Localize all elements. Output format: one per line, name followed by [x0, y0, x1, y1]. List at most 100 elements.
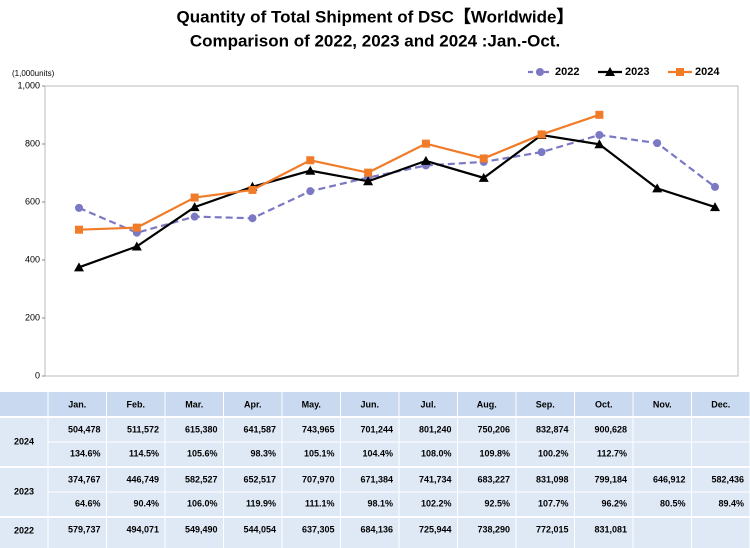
table-value: 683,227: [477, 474, 510, 484]
point: [305, 165, 316, 175]
series-line: [78, 133, 716, 269]
point: [75, 203, 83, 212]
table-yoy: 80.5%: [660, 498, 686, 508]
table-value: 446,749: [126, 474, 159, 484]
table-value: 801,240: [419, 424, 452, 434]
column-header: Apr.: [244, 399, 262, 409]
column-header: Jul.: [420, 399, 436, 409]
table-yoy: 98.3%: [250, 448, 276, 458]
table-value: 707,970: [302, 474, 335, 484]
table-value: 511,572: [127, 424, 159, 434]
point: [653, 139, 662, 148]
point: [248, 214, 257, 223]
table-value: 637,305: [302, 524, 335, 534]
plot-area: [44, 85, 739, 377]
table-yoy: 102.2%: [421, 498, 452, 508]
table-value: 831,098: [536, 474, 569, 484]
y-tick-label: 0: [35, 370, 40, 380]
table-yoy: 92.5%: [484, 498, 510, 508]
point: [711, 182, 719, 191]
point: [189, 202, 200, 212]
legend-marker: [536, 68, 544, 76]
table-value: 641,587: [243, 424, 276, 434]
column-header: Nov.: [653, 399, 672, 409]
point: [594, 139, 605, 149]
table-header: [0, 392, 750, 418]
chart-title: Quantity of Total Shipment of DSC【Worldw…: [177, 6, 574, 26]
table-value: 646,912: [653, 474, 686, 484]
point: [131, 241, 142, 251]
point: [652, 183, 663, 193]
table-value: 799,184: [594, 474, 627, 484]
table-yoy: 104.4%: [362, 448, 393, 458]
table-yoy: 90.4%: [133, 498, 159, 508]
table-value: 743,965: [302, 424, 335, 434]
row-header: 2022: [14, 525, 34, 535]
y-tick-label: 600: [25, 196, 40, 206]
table-yoy: 89.4%: [718, 498, 744, 508]
table-value: 549,490: [185, 524, 218, 534]
table-yoy: 112.7%: [597, 448, 627, 458]
table-value: 544,054: [243, 524, 276, 534]
table-yoy: 98.1%: [367, 498, 393, 508]
column-header: Aug.: [477, 399, 497, 409]
point: [190, 193, 199, 202]
y-unit: (1,000units): [12, 69, 55, 78]
table-value: 582,436: [711, 474, 744, 484]
table-yoy: 96.2%: [601, 498, 627, 508]
legend-label: 2024: [695, 66, 720, 78]
column-header: Dec.: [711, 399, 730, 409]
table-value: 652,517: [243, 474, 276, 484]
point: [420, 155, 431, 165]
y-tick-label: 800: [25, 138, 40, 148]
point: [190, 212, 199, 221]
point: [479, 154, 488, 163]
column-header: Jan.: [68, 399, 86, 409]
point: [74, 262, 84, 272]
point: [710, 202, 720, 212]
table-value: 738,290: [477, 524, 510, 534]
point: [595, 130, 604, 139]
column-header: Jun.: [360, 399, 379, 409]
table-yoy: 119.9%: [246, 498, 276, 508]
column-header: Oct.: [595, 399, 613, 409]
table-value: 750,206: [477, 424, 510, 434]
legend-label: 2023: [625, 66, 649, 78]
table-yoy: 114.5%: [129, 448, 159, 458]
point: [306, 156, 315, 165]
table-value: 701,244: [360, 424, 393, 434]
column-header: Mar.: [185, 399, 203, 409]
y-tick-label: 400: [25, 254, 40, 264]
point: [75, 225, 83, 234]
table-value: 684,136: [360, 524, 393, 534]
point: [537, 130, 546, 139]
table-value: 582,527: [185, 474, 218, 484]
table-yoy: 108.0%: [421, 448, 452, 458]
point: [478, 172, 489, 182]
column-header: Sep.: [536, 399, 555, 409]
y-tick-label: 200: [25, 312, 40, 322]
table-yoy: 109.8%: [479, 448, 510, 458]
column-header: May.: [302, 399, 321, 409]
row-header: 2024: [14, 436, 34, 446]
table-value: 900,628: [594, 424, 627, 434]
column-header: Feb.: [126, 399, 145, 409]
point: [537, 148, 546, 157]
point: [132, 223, 141, 232]
table-value: 504,478: [68, 424, 101, 434]
table-value: 741,734: [419, 474, 452, 484]
table-yoy: 107.7%: [538, 498, 569, 508]
table-value: 831,081: [594, 524, 627, 534]
table-yoy: 106.0%: [187, 498, 218, 508]
legend-label: 2022: [555, 66, 579, 78]
table-value: 725,944: [419, 524, 452, 534]
table-yoy: 100.2%: [538, 448, 569, 458]
table-value: 579,737: [68, 524, 101, 534]
series-line: [78, 113, 600, 231]
point: [421, 139, 430, 148]
legend-marker: [676, 68, 684, 76]
y-tick-label: 1,000: [17, 80, 40, 90]
point: [595, 110, 604, 119]
table-yoy: 105.1%: [304, 448, 335, 458]
